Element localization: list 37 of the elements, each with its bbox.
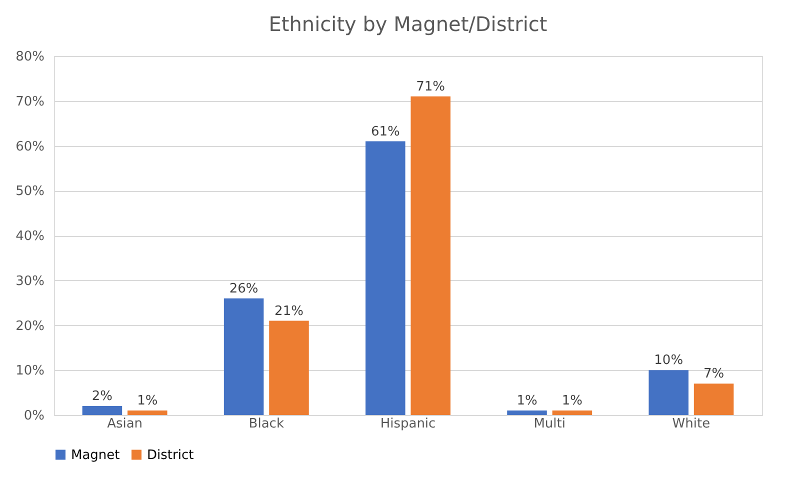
y-tick-label: 10% bbox=[16, 364, 44, 379]
data-label: 61% bbox=[370, 124, 400, 140]
x-tick-label: Hispanic bbox=[380, 416, 436, 432]
y-tick-label: 0% bbox=[24, 408, 44, 424]
bar bbox=[269, 320, 309, 415]
legend-label: District bbox=[147, 448, 194, 463]
y-tick-label: 50% bbox=[16, 184, 44, 200]
y-tick-label: 70% bbox=[16, 94, 44, 110]
data-label: 10% bbox=[654, 353, 684, 368]
bar bbox=[410, 96, 450, 415]
x-tick-label: Asian bbox=[107, 416, 143, 432]
data-label: 1% bbox=[137, 394, 158, 409]
bar bbox=[648, 370, 688, 415]
y-tick-label: 20% bbox=[16, 318, 44, 334]
y-tick-label: 60% bbox=[16, 139, 44, 154]
data-label: 7% bbox=[703, 366, 724, 382]
legend-label: Magnet bbox=[71, 448, 120, 463]
y-tick-label: 40% bbox=[16, 229, 44, 244]
data-label: 1% bbox=[562, 394, 583, 409]
bar bbox=[694, 384, 734, 415]
chart-title: Ethnicity by Magnet/District bbox=[268, 12, 548, 36]
data-label: 1% bbox=[516, 394, 538, 409]
data-label: 26% bbox=[229, 281, 258, 296]
x-tick-label: Multi bbox=[534, 416, 566, 432]
x-tick-label: Black bbox=[248, 416, 284, 432]
y-tick-label: 30% bbox=[16, 274, 44, 289]
bar bbox=[82, 406, 122, 415]
bar bbox=[507, 410, 547, 415]
x-tick-label: White bbox=[672, 416, 710, 432]
bar bbox=[366, 141, 406, 415]
data-label: 21% bbox=[274, 304, 304, 319]
data-label: 71% bbox=[416, 79, 446, 94]
data-label: 2% bbox=[92, 389, 113, 404]
y-tick-label: 80% bbox=[16, 50, 44, 64]
bar bbox=[552, 410, 592, 415]
bar bbox=[224, 298, 264, 415]
bar bbox=[128, 410, 168, 415]
